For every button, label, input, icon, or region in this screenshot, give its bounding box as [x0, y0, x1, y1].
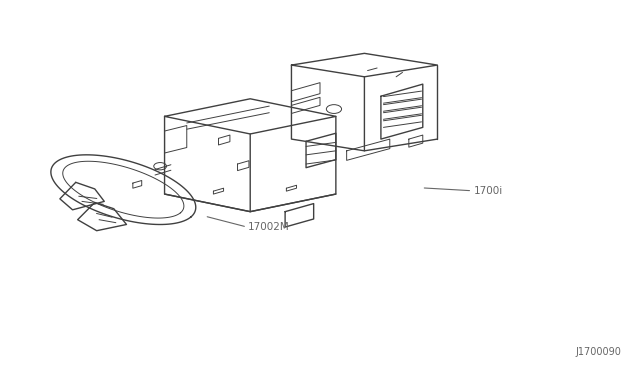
Text: J1700090: J1700090 [575, 347, 621, 357]
Text: 17002M: 17002M [248, 222, 290, 232]
Text: 1700i: 1700i [474, 186, 503, 196]
